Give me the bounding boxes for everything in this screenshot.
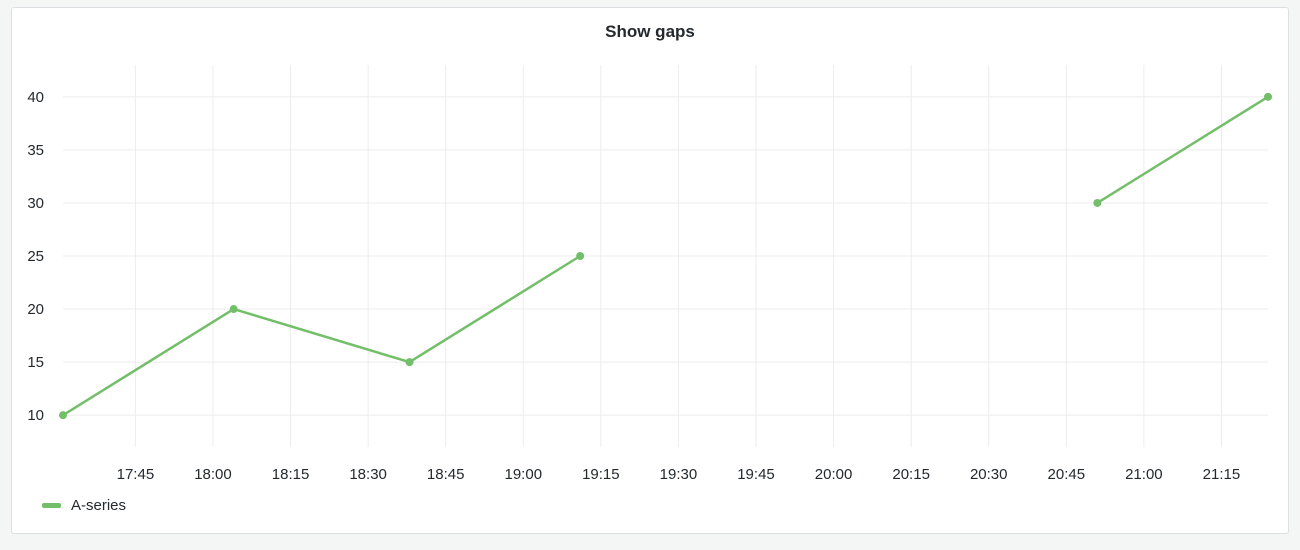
panel-title: Show gaps bbox=[605, 22, 695, 41]
x-tick-label: 20:15 bbox=[892, 466, 930, 483]
x-tick-label: 21:15 bbox=[1203, 466, 1241, 483]
data-point bbox=[405, 358, 414, 367]
legend-swatch bbox=[42, 503, 61, 508]
data-point bbox=[576, 252, 585, 260]
x-tick-label: 20:30 bbox=[970, 466, 1008, 483]
y-tick-label: 10 bbox=[27, 407, 44, 424]
y-tick-label: 30 bbox=[27, 195, 44, 212]
legend[interactable]: A-series bbox=[42, 497, 126, 514]
data-point bbox=[59, 411, 67, 420]
y-tick-label: 40 bbox=[27, 89, 44, 106]
y-tick-label: 20 bbox=[27, 301, 44, 318]
x-tick-label: 20:00 bbox=[815, 466, 853, 483]
series-line-segment bbox=[1096, 95, 1269, 205]
legend-label[interactable]: A-series bbox=[71, 497, 127, 514]
x-tick-label: 19:45 bbox=[737, 466, 775, 483]
x-tick-label: 18:00 bbox=[194, 466, 232, 483]
y-tick-label: 35 bbox=[27, 142, 44, 159]
data-point bbox=[229, 305, 238, 314]
x-tick-label: 20:45 bbox=[1048, 466, 1086, 483]
y-tick-label: 25 bbox=[27, 248, 44, 265]
x-tick-label: 18:15 bbox=[272, 466, 310, 483]
x-tick-label: 17:45 bbox=[117, 466, 155, 483]
x-tick-label: 18:30 bbox=[349, 466, 387, 483]
data-point bbox=[1093, 198, 1102, 207]
chart-panel: Show gaps bbox=[11, 7, 1289, 534]
y-tick-label: 15 bbox=[27, 354, 44, 371]
x-tick-label: 19:30 bbox=[660, 466, 698, 483]
x-tick-label: 19:00 bbox=[505, 466, 543, 483]
x-tick-label: 21:00 bbox=[1125, 466, 1163, 483]
series-line-segment bbox=[62, 254, 581, 417]
data-point bbox=[1264, 92, 1272, 101]
x-tick-label: 19:15 bbox=[582, 466, 620, 483]
x-tick-label: 18:45 bbox=[427, 466, 465, 483]
